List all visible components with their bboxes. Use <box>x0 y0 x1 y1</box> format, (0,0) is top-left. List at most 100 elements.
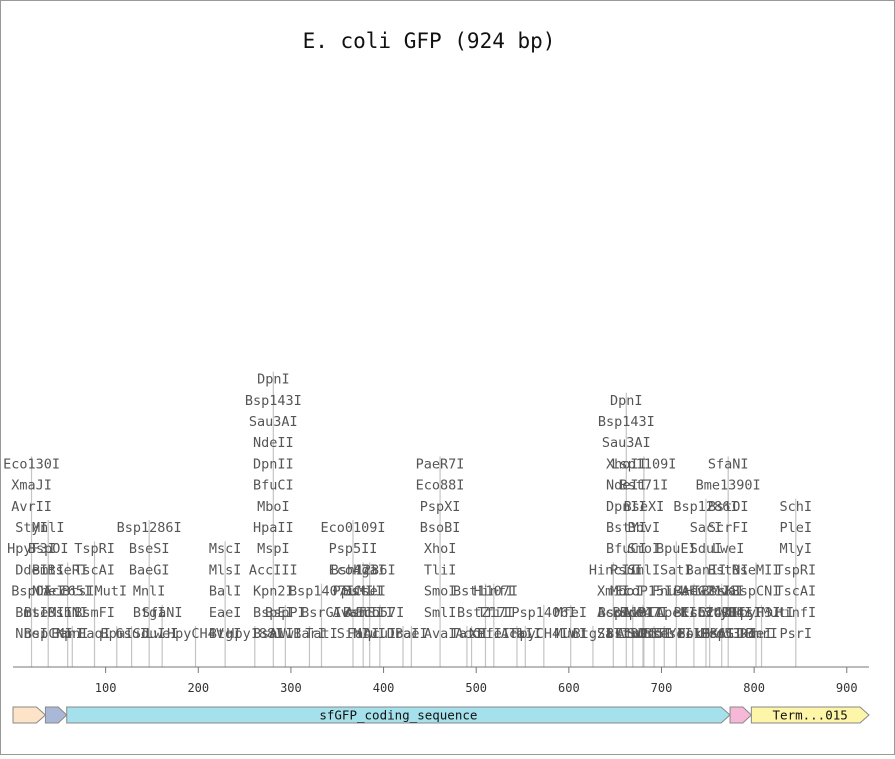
enzyme-label: MnlI <box>133 584 166 600</box>
enzyme-label: XmiI <box>469 626 502 642</box>
enzyme-label: Alw21I <box>682 584 731 600</box>
enzyme-label: CseI <box>353 584 386 600</box>
cut-site-lines <box>30 371 797 667</box>
enzyme-label: BanII <box>686 562 727 578</box>
enzyme-label: MboI <box>257 499 290 515</box>
enzyme-label: DdeI <box>740 626 773 642</box>
enzyme-label: BspOI <box>11 584 52 600</box>
enzyme-label: EcoP15I <box>615 626 672 642</box>
feature-arrow <box>750 706 870 724</box>
enzyme-label: BtgI <box>209 626 242 642</box>
enzyme-label: ScrFI <box>708 520 749 536</box>
enzyme-label: NheI <box>15 626 48 642</box>
enzyme-label: HpyCH4IV <box>511 626 576 642</box>
enzyme-label: FokI <box>678 626 711 642</box>
enzyme-label: ApeKI <box>656 605 697 621</box>
map-title: E. coli GFP (924 bp) <box>303 29 556 53</box>
enzyme-label: SmlI <box>424 605 457 621</box>
enzyme-label: Eco47I <box>619 605 668 621</box>
enzyme-label: SduI <box>690 541 723 557</box>
enzyme-label: Bsp1286I <box>673 499 738 515</box>
axis-tick-label: 400 <box>373 681 395 695</box>
axis-tick-label: 800 <box>743 681 765 695</box>
enzyme-label: EaeI <box>209 605 242 621</box>
enzyme-label: BmrI <box>745 626 778 642</box>
enzyme-label: Eco53kI <box>700 626 757 642</box>
enzyme-label: BsrGI <box>301 605 342 621</box>
sequence-axis: 100 200 300 400 500 600 700 800 900 <box>13 666 869 695</box>
enzyme-label: TspRI <box>775 562 816 578</box>
enzyme-label: Psp5II <box>329 541 378 557</box>
enzyme-label: BtgZI <box>573 626 614 642</box>
enzyme-label: MfeI <box>554 605 587 621</box>
enzyme-label: BseYI <box>644 626 685 642</box>
enzyme-label: BseSI <box>129 541 170 557</box>
enzyme-label: Eco130I <box>3 456 60 472</box>
enzyme-label: BspPI <box>265 605 306 621</box>
enzyme-label: SalI <box>597 626 630 642</box>
enzyme-label: TliI <box>424 562 457 578</box>
feature-arrow <box>12 706 47 724</box>
enzyme-label: Eco47I <box>329 562 378 578</box>
enzyme-label: NheI <box>32 584 65 600</box>
enzyme-label: XhoI <box>424 541 457 557</box>
enzyme-label: Bsp119I <box>598 605 655 621</box>
enzyme-label: Fnu4HI <box>652 584 701 600</box>
enzyme-label: TfiI <box>478 605 511 621</box>
enzyme-label: BstBI <box>606 626 647 642</box>
enzyme-label: PsuI <box>610 562 643 578</box>
enzyme-label: DdeI <box>15 562 48 578</box>
enzyme-label: HpyF3I <box>7 541 56 557</box>
enzyme-label: GsuI <box>115 626 148 642</box>
enzyme-label: BshNI <box>47 605 88 621</box>
enzyme-label: FaqI <box>78 626 111 642</box>
enzyme-label: MspI <box>257 541 290 557</box>
enzyme-label: BfuCI <box>253 478 294 494</box>
enzyme-label: Bsp1407I <box>289 584 354 600</box>
enzyme-label: BsaWI <box>253 626 294 642</box>
enzyme-label: MunI <box>554 626 587 642</box>
enzyme-label: MnlI <box>32 520 65 536</box>
enzyme-label: EcoICRI <box>681 605 738 621</box>
enzyme-label: PleI <box>780 520 813 536</box>
enzyme-label: SinI <box>337 626 370 642</box>
enzyme-label: BmtI <box>32 562 65 578</box>
enzyme-label: HpaII <box>253 520 294 536</box>
enzyme-label: SfaNI <box>708 456 749 472</box>
enzyme-label: AlwI <box>269 626 302 642</box>
enzyme-label: Lsp1109I <box>611 456 676 472</box>
enzyme-label: SinI <box>627 626 660 642</box>
enzyme-label: StyD4I <box>704 605 753 621</box>
enzyme-label: EcoRII <box>697 605 746 621</box>
enzyme-label: BseXI <box>624 499 665 515</box>
cut-site-labels: NheI BmtI BspOI DdeI HpyF3I StyI AvrII XmaJI Eco… <box>3 372 816 642</box>
enzyme-label: SmoI <box>424 584 457 600</box>
feature-arrow <box>44 706 68 724</box>
enzyme-label: SfaNI <box>142 605 183 621</box>
enzyme-label: Eco24I <box>682 605 731 621</box>
axis-tick-label: 300 <box>280 681 302 695</box>
enzyme-label: MscI <box>209 541 242 557</box>
enzyme-label: AvaII <box>623 605 664 621</box>
enzyme-label: Acc65I <box>43 584 92 600</box>
enzyme-label: TatI <box>451 626 484 642</box>
axis-tick-label: 900 <box>836 681 858 695</box>
enzyme-label: Bme1390I <box>696 478 761 494</box>
enzyme-label: BseMII <box>24 605 73 621</box>
enzyme-label: HgaI <box>353 562 386 578</box>
enzyme-label: Eco88I <box>416 478 465 494</box>
enzyme-label: Kpn2I <box>253 584 294 600</box>
enzyme-label: DpnII <box>253 456 294 472</box>
enzyme-label: BsiHKAI <box>677 626 734 642</box>
enzyme-label: Eco0109I <box>320 520 385 536</box>
enzyme-label: TseI <box>660 626 693 642</box>
enzyme-label: DpnI <box>257 372 290 388</box>
enzyme-label: Bsp1286I <box>117 520 182 536</box>
enzyme-label: BfuCI <box>606 541 647 557</box>
enzyme-label: BstZ17I <box>457 605 514 621</box>
enzyme-label: SmoI <box>628 541 661 557</box>
axis-tick-label: 600 <box>558 681 580 695</box>
enzyme-label: HinfI <box>775 605 816 621</box>
enzyme-label: AvrII <box>11 499 52 515</box>
enzyme-label: BsoBI <box>420 520 461 536</box>
